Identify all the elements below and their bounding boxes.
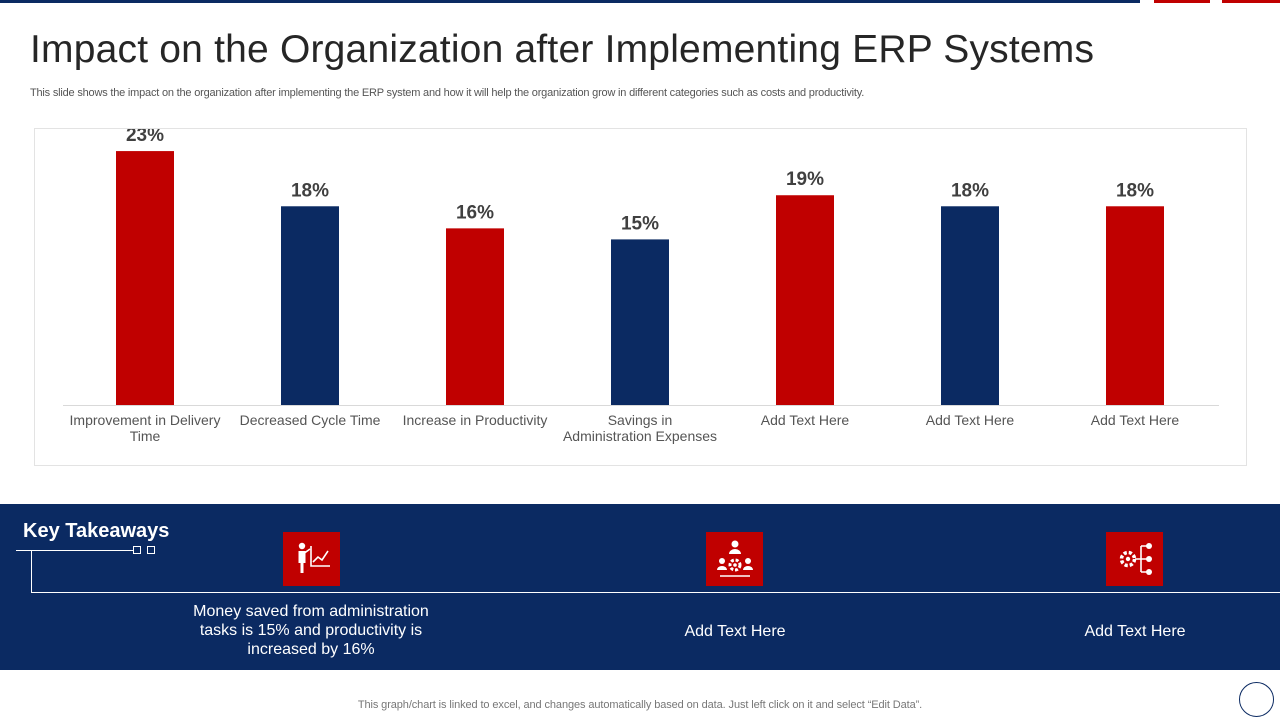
data-label-7: 18% xyxy=(1116,180,1154,201)
data-label-2: 18% xyxy=(291,180,329,201)
slide-title: Impact on the Organization after Impleme… xyxy=(30,28,1095,71)
footer-note: This graph/chart is linked to excel, and… xyxy=(357,699,923,711)
key-takeaways-title: Key Takeaways xyxy=(23,520,170,542)
connector-horizontal-line xyxy=(31,592,1280,593)
top-accent-red-2 xyxy=(1222,0,1280,3)
top-accent-line xyxy=(0,0,1140,3)
bar-2[interactable] xyxy=(281,206,339,405)
bar-1[interactable] xyxy=(116,151,174,405)
bar-5[interactable] xyxy=(776,195,834,405)
presenter-chart-icon xyxy=(283,532,340,586)
data-label-3: 16% xyxy=(456,202,494,223)
takeaway-text-1: Money saved from administration tasks is… xyxy=(193,603,429,658)
top-accent-red-1 xyxy=(1154,0,1210,3)
category-label-6: Add Text Here xyxy=(926,412,1015,428)
category-label-2: Decreased Cycle Time xyxy=(240,412,381,428)
category-label-3: Increase in Productivity xyxy=(403,412,548,428)
connector-vertical-line xyxy=(31,551,32,593)
team-gear-icon xyxy=(706,532,763,586)
key-takeaways-underline xyxy=(16,550,134,551)
bar-chart-container[interactable]: 23% Improvement in Delivery Time 18% Decreas… xyxy=(34,128,1247,466)
bar-6[interactable] xyxy=(941,206,999,405)
data-label-4: 15% xyxy=(621,213,659,234)
data-label-1: 23% xyxy=(126,129,164,146)
slide-subtitle: This slide shows the impact on the organ… xyxy=(30,87,865,99)
data-label-5: 19% xyxy=(786,169,824,190)
takeaway-text-2: Add Text Here xyxy=(684,623,786,640)
bar-4[interactable] xyxy=(611,239,669,405)
slide-nav-circle[interactable] xyxy=(1239,682,1274,717)
gear-network-icon xyxy=(1106,532,1163,586)
decor-square-2 xyxy=(147,546,155,554)
category-label-4: Savings in Administration Expenses xyxy=(563,412,717,444)
bar-7[interactable] xyxy=(1106,206,1164,405)
category-label-5: Add Text Here xyxy=(761,412,850,428)
category-label-1: Improvement in Delivery Time xyxy=(70,412,221,444)
bar-3[interactable] xyxy=(446,228,504,405)
takeaway-text-3: Add Text Here xyxy=(1084,623,1186,640)
bar-chart[interactable]: 23% Improvement in Delivery Time 18% Decreas… xyxy=(35,129,1248,467)
category-label-7: Add Text Here xyxy=(1091,412,1180,428)
data-label-6: 18% xyxy=(951,180,989,201)
key-takeaways-band xyxy=(0,504,1280,670)
decor-square-1 xyxy=(133,546,141,554)
